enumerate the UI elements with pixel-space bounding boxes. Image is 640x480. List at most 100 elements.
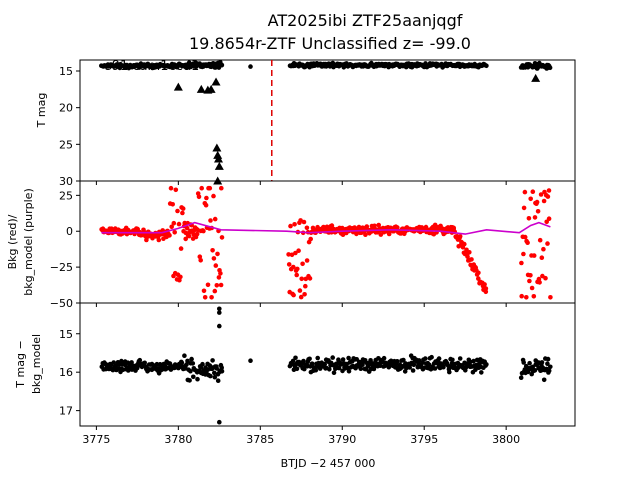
bottom-data-point (195, 376, 200, 382)
bottom-data-point (381, 355, 387, 361)
bottom-data-point (301, 358, 306, 364)
bottom-data-point (340, 357, 346, 362)
bottom-data-point (471, 358, 476, 364)
background-point (204, 195, 209, 201)
bottom-data-point (532, 368, 538, 373)
background-point (209, 295, 214, 300)
bottom-ylabel-line2: bkg_model (30, 334, 43, 394)
middle-ytick-label: 25 (59, 189, 73, 202)
background-point (291, 264, 296, 270)
background-point (199, 185, 204, 191)
background-point (171, 220, 177, 226)
background-point (307, 276, 313, 281)
background-point (483, 286, 489, 291)
bottom-data-point (217, 310, 222, 315)
bottom-data-point (473, 367, 478, 373)
bottom-data-point (134, 365, 140, 371)
bottom-data-point (518, 375, 524, 381)
top-upper-limit-marker (196, 84, 206, 93)
bottom-axes-frame (79, 302, 576, 427)
background-point (303, 283, 308, 289)
bottom-data-point (441, 364, 446, 370)
top-data-point (219, 62, 225, 68)
background-point (457, 234, 463, 239)
background-point (529, 285, 535, 291)
background-point (178, 246, 184, 251)
bottom-data-point (545, 361, 550, 367)
top-upper-limit-marker (212, 143, 222, 152)
bottom-data-point (307, 356, 312, 362)
background-point (476, 276, 481, 281)
background-point (219, 235, 225, 240)
background-point (175, 208, 180, 214)
bottom-data-point (188, 368, 193, 374)
bottom-data-point (210, 358, 215, 363)
middle-ylabel-line1: Bkg (red)/ (6, 214, 19, 269)
sector-annotation: s91 cam1ccd1 (105, 59, 199, 74)
bottom-data-point (426, 362, 432, 368)
background-point (541, 198, 547, 204)
background-point (294, 272, 300, 278)
bottom-data-point (116, 362, 122, 367)
background-point (203, 202, 209, 208)
middle-ylabel-line2: bkg_model (purple) (22, 188, 35, 295)
background-point (183, 236, 188, 242)
background-point (465, 254, 470, 259)
background-point (304, 225, 310, 231)
background-point (208, 218, 213, 223)
bottom-data-point (293, 355, 298, 361)
middle-ytick-label: −50 (50, 297, 73, 310)
bottom-data-point (137, 357, 143, 363)
background-point (524, 295, 529, 300)
background-point (299, 276, 305, 282)
background-point (289, 252, 295, 258)
top-data-point (547, 65, 553, 71)
background-point (211, 256, 217, 261)
x-axis-label: BTJD −2 457 000 (281, 457, 376, 470)
bottom-data-point (411, 362, 417, 368)
bottom-data-point (330, 355, 336, 360)
background-point (525, 240, 530, 245)
background-point (201, 288, 207, 294)
bottom-data-point (410, 368, 416, 373)
bottom-data-point (248, 358, 253, 364)
bottom-data-point (212, 370, 217, 376)
background-point (308, 236, 314, 242)
background-point (546, 188, 552, 193)
background-point (214, 283, 220, 288)
background-point (541, 246, 546, 252)
background-point (302, 292, 307, 297)
background-point (169, 224, 174, 230)
bottom-data-point (546, 368, 552, 374)
bottom-data-point (191, 374, 196, 380)
top-upper-limit-marker (531, 73, 541, 82)
bottom-data-point (416, 358, 422, 363)
top-ytick-label: 30 (59, 175, 73, 188)
background-point (451, 225, 457, 231)
background-point (218, 271, 223, 276)
top-upper-limit-marker (214, 154, 224, 163)
bottom-data-point (450, 357, 455, 363)
background-point (297, 288, 303, 293)
bottom-ytick-label: 17 (59, 405, 73, 418)
bottom-ytick-label: 16 (59, 366, 73, 379)
background-point (531, 294, 537, 299)
background-point (178, 274, 183, 280)
top-ytick-label: 25 (59, 138, 73, 151)
bottom-data-point (313, 367, 319, 373)
background-point (462, 241, 467, 247)
top-upper-limit-marker (211, 77, 221, 86)
bottom-data-point (322, 361, 328, 367)
bottom-data-point (208, 373, 213, 379)
background-point (168, 185, 174, 191)
background-point (530, 189, 536, 194)
background-point (386, 231, 392, 237)
background-point (198, 258, 203, 263)
background-point (538, 192, 544, 197)
background-point (537, 237, 543, 243)
bottom-ytick-label: 15 (59, 328, 73, 341)
bottom-data-point (548, 364, 553, 370)
bottom-data-point (185, 358, 190, 364)
background-point (526, 216, 532, 221)
bottom-data-point (302, 366, 307, 372)
